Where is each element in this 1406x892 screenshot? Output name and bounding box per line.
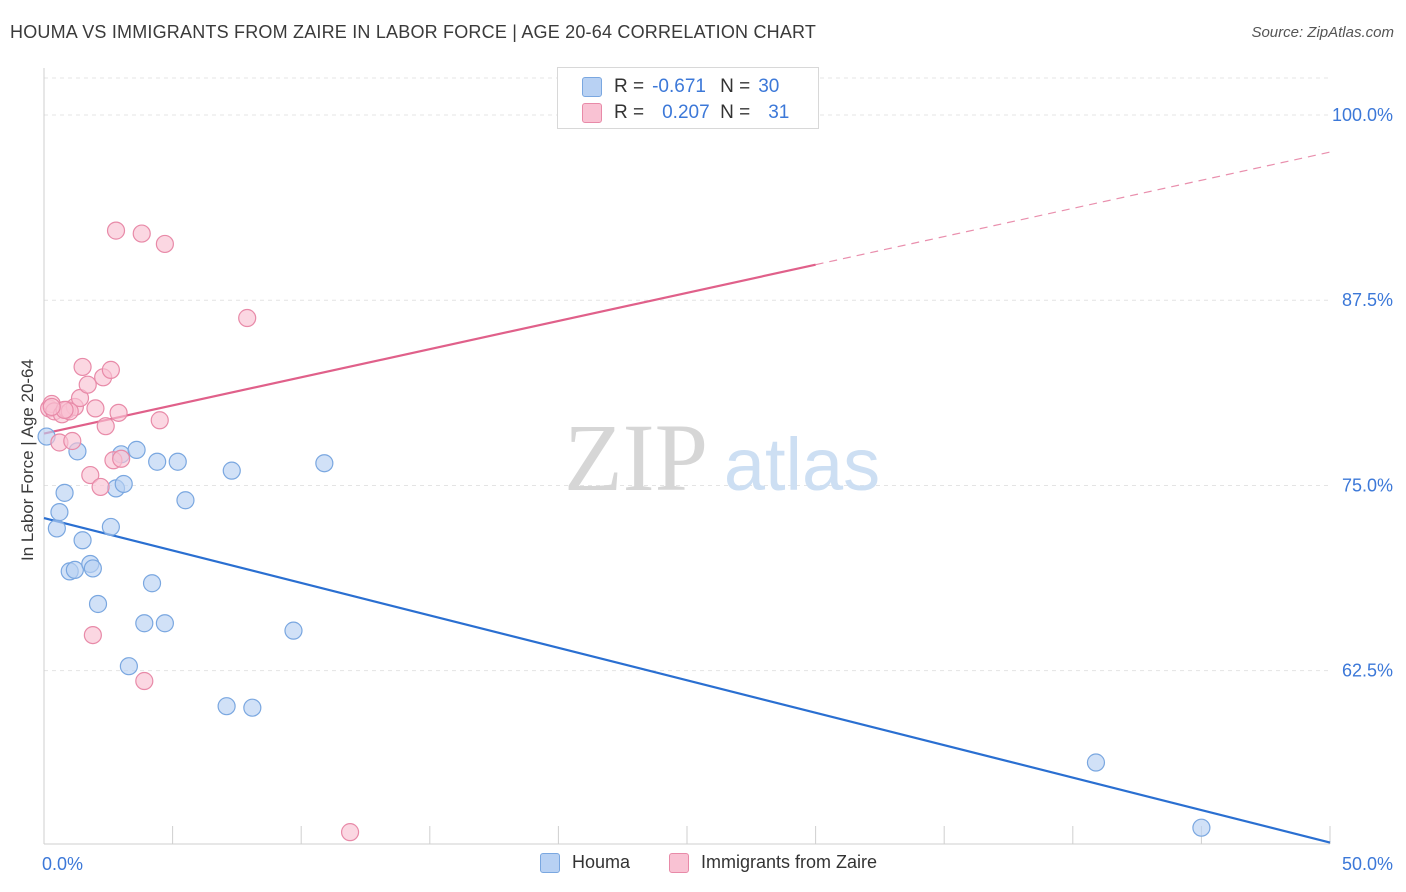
x-tick-label: 50.0% [1342,854,1393,874]
point-zaire [91,477,110,497]
r-label: R = [614,76,645,97]
point-zaire [42,397,61,417]
axes [43,68,1331,845]
point-houma [73,531,92,550]
x-tick-label: 0.0% [42,854,83,874]
legend-item-houma[interactable]: Houma [540,852,630,873]
correlation-legend: R = -0.671 N = 30 R = 0.207 N = 31 [557,67,819,129]
point-houma [50,503,69,522]
point-houma [83,559,102,578]
legend-label-houma: Houma [572,852,631,872]
y-tick-label: 75.0% [1342,475,1393,495]
point-houma [222,461,241,480]
point-zaire [70,388,90,408]
watermark: ZIP atlas [564,404,880,511]
y-axis-title: In Labor Force | Age 20-64 [18,359,37,561]
zaire-swatch [669,852,689,873]
point-zaire [109,403,128,422]
r-value: 0.207 [662,102,710,123]
point-zaire [73,357,92,377]
point-houma [243,698,262,717]
point-houma [168,452,187,471]
point-zaire [63,431,82,451]
point-houma [65,560,84,579]
point-houma [55,483,74,502]
point-zaire [155,234,174,254]
trend-line-dashed-zaire [815,151,1331,266]
data-points [37,221,1211,842]
y-tick-label: 87.5% [1342,290,1393,310]
legend-row-zaire: R = 0.207 N = 31 [582,101,789,125]
watermark-atlas: atlas [724,423,880,506]
point-houma [148,452,167,471]
point-houma [142,574,162,593]
point-zaire [96,417,115,436]
point-zaire [101,360,120,379]
y-tick-label: 62.5% [1342,661,1393,681]
point-houma [88,594,108,614]
legend-item-zaire[interactable]: Immigrants from Zaire [669,852,877,873]
point-zaire [135,671,154,691]
point-houma [315,454,334,473]
y-tick-label: 100.0% [1332,105,1393,125]
point-houma [176,491,195,510]
point-zaire [83,625,102,645]
n-value: 30 [758,76,780,97]
r-label: R = [614,102,645,123]
legend-row-houma: R = -0.671 N = 30 [582,75,779,99]
point-houma [284,621,303,640]
n-label: N = [720,76,751,97]
point-houma [1086,753,1106,772]
trend-line-zaire [43,263,816,435]
point-houma [135,614,154,633]
n-value: 31 [768,102,790,123]
point-houma [127,440,146,459]
point-zaire [150,411,169,430]
tick-labels: 62.5% 75.0% 87.5% 100.0% 0.0% 50.0% [42,105,1393,874]
point-zaire [81,465,100,485]
houma-swatch [582,77,602,97]
trend-line-houma [43,516,1331,844]
point-houma [47,519,66,538]
point-houma [101,517,120,537]
point-zaire [340,823,360,842]
chart-title: HOUMA VS IMMIGRANTS FROM ZAIRE IN LABOR … [10,22,817,42]
point-houma [217,697,236,716]
point-zaire [78,375,97,394]
point-houma [1192,818,1211,837]
point-zaire [132,224,151,243]
grid-lines [44,77,1330,672]
point-zaire [238,308,257,328]
point-houma [155,614,174,633]
legend-label-zaire: Immigrants from Zaire [701,852,878,872]
point-houma [114,474,133,494]
watermark-zip: ZIP [564,404,708,511]
zaire-swatch [582,103,602,123]
point-zaire [86,399,105,418]
point-zaire [112,449,131,468]
series-legend: Houma Immigrants from Zaire [0,852,1406,876]
point-zaire [106,221,126,240]
r-value: -0.671 [652,76,706,97]
trend-lines [43,151,1331,844]
source-label: Source: ZipAtlas.com [1251,24,1394,41]
n-label: N = [720,102,751,123]
houma-swatch [540,852,560,873]
point-houma [119,657,138,676]
